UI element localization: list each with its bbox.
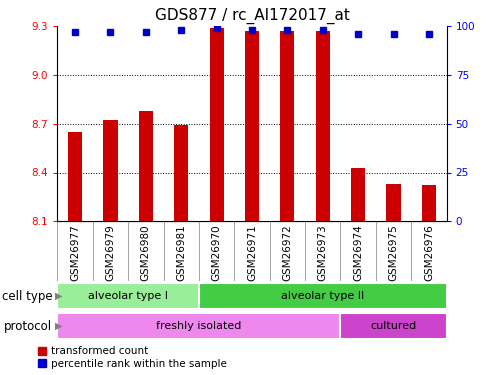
Bar [57, 283, 199, 309]
Text: GSM26976: GSM26976 [424, 224, 434, 281]
Text: cell type: cell type [2, 290, 52, 303]
Bar [68, 132, 82, 221]
Text: GSM26977: GSM26977 [70, 224, 80, 281]
Text: GSM26970: GSM26970 [212, 224, 222, 281]
Text: alveolar type I: alveolar type I [88, 291, 168, 301]
Bar [280, 31, 294, 221]
Bar [57, 313, 340, 339]
Text: GSM26974: GSM26974 [353, 224, 363, 281]
Bar [340, 313, 447, 339]
Title: GDS877 / rc_AI172017_at: GDS877 / rc_AI172017_at [155, 7, 349, 24]
Bar [210, 28, 224, 221]
Text: ▶: ▶ [55, 321, 62, 331]
Text: GSM26979: GSM26979 [105, 224, 115, 281]
Text: protocol: protocol [4, 320, 52, 333]
Text: GSM26980: GSM26980 [141, 224, 151, 281]
Bar [351, 168, 365, 221]
Bar [386, 184, 401, 221]
Text: cultured: cultured [370, 321, 417, 331]
Bar [245, 31, 259, 221]
Text: GSM26973: GSM26973 [318, 224, 328, 281]
Text: ▶: ▶ [55, 291, 62, 301]
Text: GSM26975: GSM26975 [389, 224, 399, 281]
Bar [174, 125, 188, 221]
Text: GSM26971: GSM26971 [247, 224, 257, 281]
Text: freshly isolated: freshly isolated [156, 321, 242, 331]
Bar [199, 283, 447, 309]
Text: GSM26972: GSM26972 [282, 224, 292, 281]
Bar [422, 186, 436, 221]
Bar [139, 111, 153, 221]
Legend: transformed count, percentile rank within the sample: transformed count, percentile rank withi… [37, 346, 227, 369]
Text: GSM26981: GSM26981 [176, 224, 186, 281]
Bar [316, 31, 330, 221]
Bar [103, 120, 118, 221]
Text: alveolar type II: alveolar type II [281, 291, 364, 301]
